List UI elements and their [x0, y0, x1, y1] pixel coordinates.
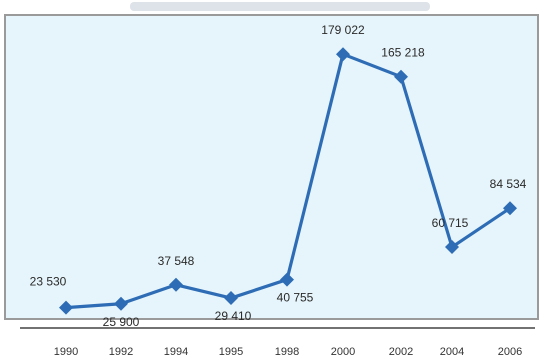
- chart-marks: [59, 47, 517, 315]
- data-label-1998: 40 755: [277, 291, 314, 305]
- data-point-2006: [503, 201, 517, 216]
- x-tick-2006: 2006: [498, 346, 522, 358]
- top-strip: [0, 0, 553, 18]
- data-label-2000: 179 022: [321, 23, 365, 37]
- data-label-2006: 84 534: [490, 177, 527, 191]
- data-label-2002: 165 218: [381, 46, 425, 60]
- data-label-1995: 29 410: [215, 309, 252, 323]
- data-label-1994: 37 548: [158, 254, 195, 268]
- x-tick-2000: 2000: [331, 346, 355, 358]
- x-tick-1992: 1992: [109, 346, 133, 358]
- data-label-1992: 25 900: [103, 315, 140, 329]
- data-point-1995: [224, 291, 238, 306]
- x-tick-labels: 1990 1992 1994 1995 1998 2000 2002 2004 2006: [54, 346, 522, 358]
- cropped-title-remnant: [130, 2, 430, 11]
- x-tick-1994: 1994: [164, 346, 188, 358]
- data-label-1990: 23 530: [30, 275, 67, 289]
- series-line: [65, 52, 511, 310]
- data-point-2002: [394, 69, 408, 84]
- data-point-1992: [114, 296, 128, 311]
- data-point-2004: [445, 240, 459, 255]
- data-point-1990: [59, 300, 73, 315]
- x-tick-1990: 1990: [54, 346, 78, 358]
- data-label-2004: 60 715: [432, 216, 469, 230]
- data-point-2000: [336, 47, 350, 62]
- data-point-1994: [169, 277, 183, 292]
- x-tick-1995: 1995: [219, 346, 243, 358]
- x-tick-2004: 2004: [440, 346, 464, 358]
- plot-panel: [4, 14, 539, 320]
- x-tick-2002: 2002: [389, 346, 413, 358]
- data-labels: 23 530 25 900 37 548 29 410 40 755 179 022 165…: [30, 23, 527, 329]
- x-tick-1998: 1998: [275, 346, 299, 358]
- data-point-1998: [280, 272, 294, 287]
